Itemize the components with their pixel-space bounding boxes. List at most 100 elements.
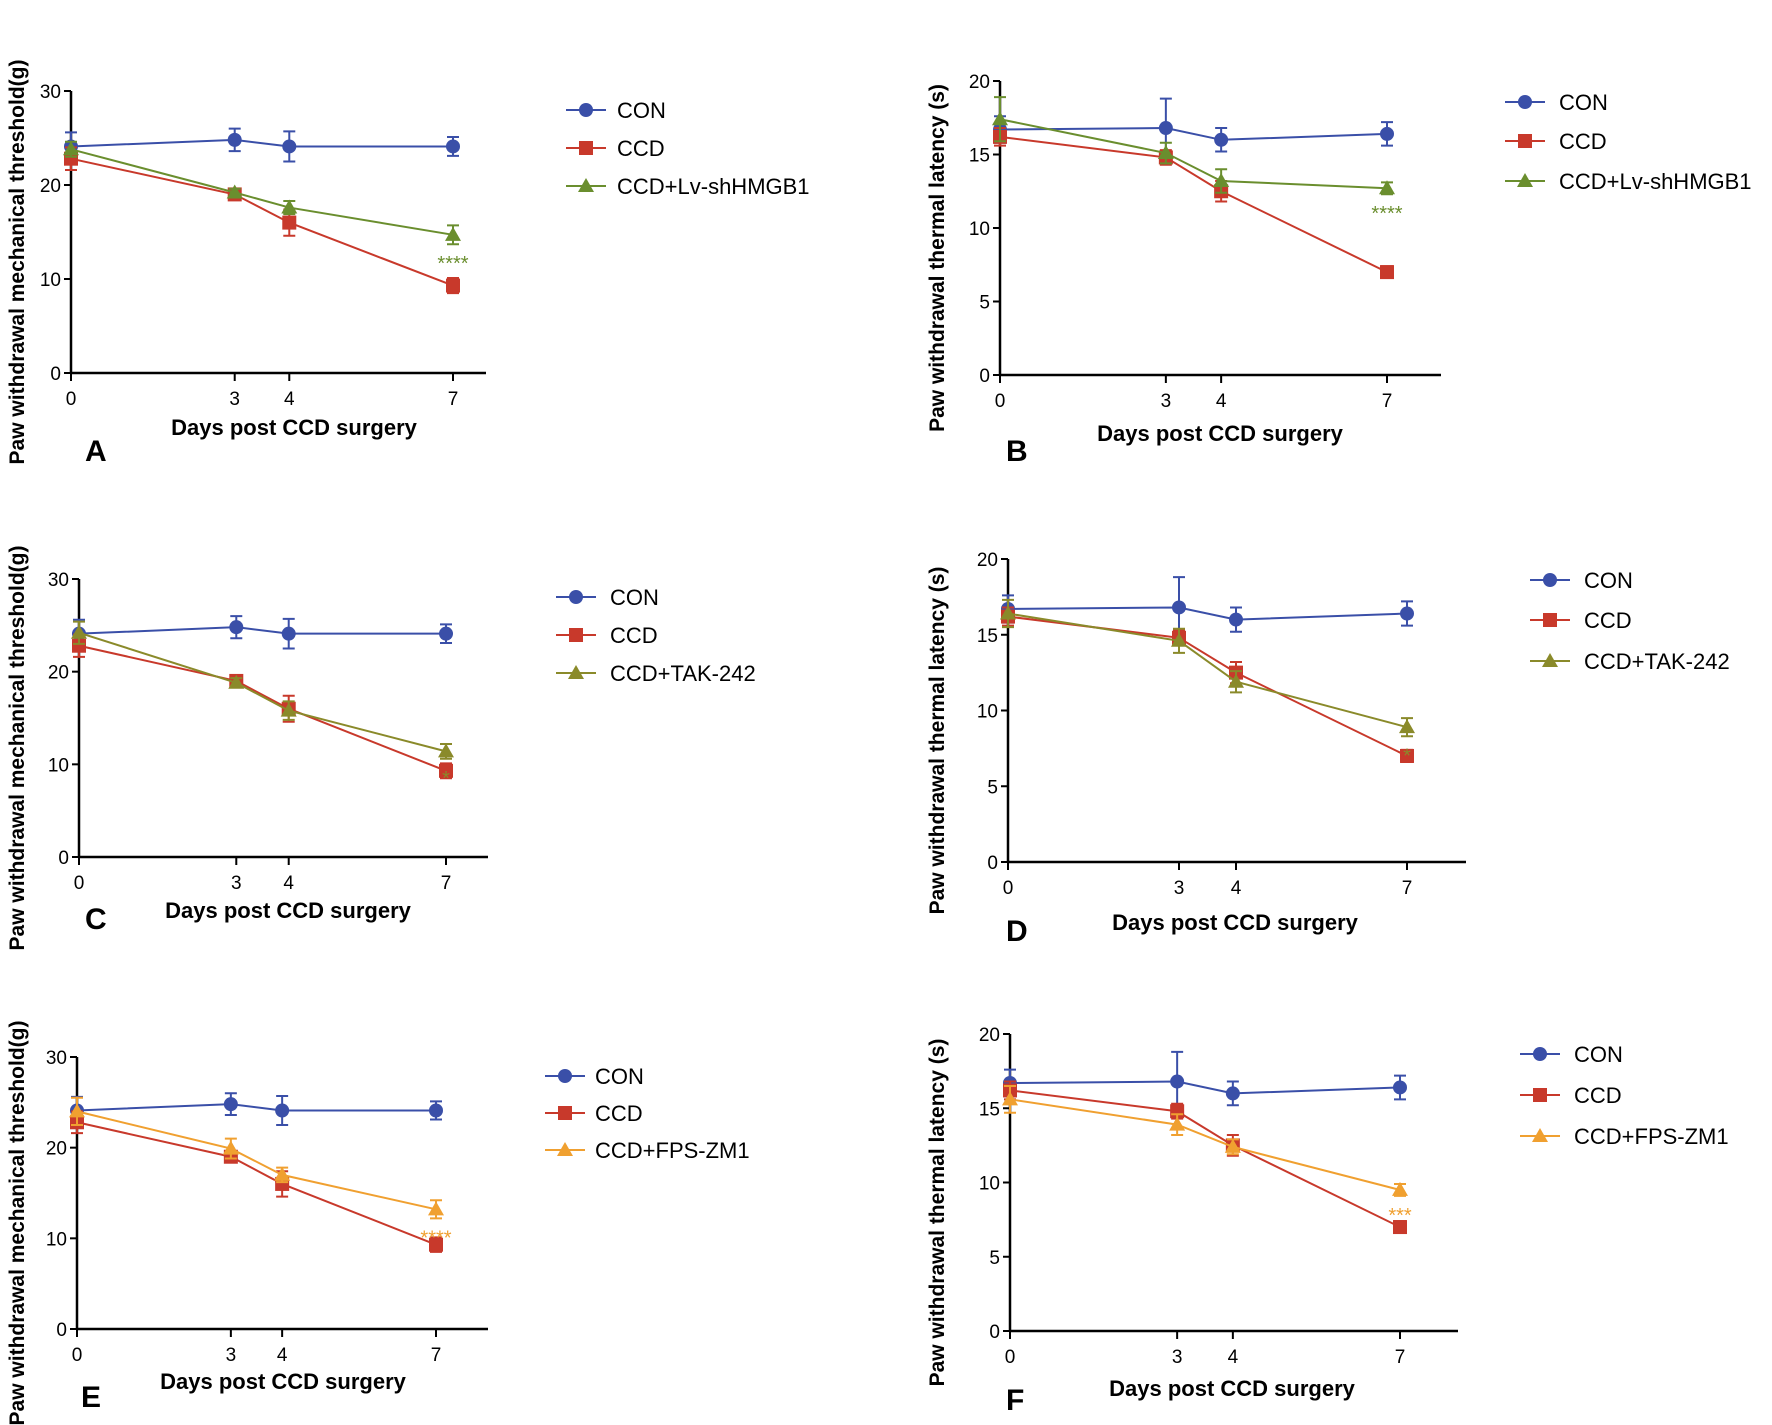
data-point	[1229, 612, 1243, 627]
data-point	[428, 1201, 444, 1216]
series-ccd	[70, 1110, 443, 1253]
data-point	[63, 141, 79, 156]
legend-marker	[1543, 613, 1557, 627]
significance-annotation: *	[1403, 745, 1411, 767]
series-con	[72, 615, 453, 650]
y-tick-label: 15	[969, 146, 990, 167]
series-line	[78, 644, 447, 772]
y-tick-label: 30	[40, 82, 61, 103]
series-ccd-tak-242	[71, 620, 454, 760]
panel-a: 0 10 20 30 0 3 4 7 Days post CCD surgery Paw with…	[6, 60, 810, 468]
legend-label: CCD	[1574, 1083, 1622, 1108]
legend-marker	[1517, 173, 1533, 187]
series-ccd-lv-shhmgb1	[63, 140, 461, 246]
legend-marker	[569, 628, 583, 642]
series-ccd-tak-242	[1000, 598, 1415, 738]
legend-label: CCD+FPS-ZM1	[595, 1138, 750, 1163]
significance-annotation: ***	[1388, 1205, 1412, 1227]
data-point	[429, 1103, 443, 1118]
series-line	[1009, 1098, 1401, 1191]
data-point	[1224, 1138, 1241, 1153]
series-line	[999, 118, 1388, 190]
legend-marker	[558, 1069, 572, 1083]
x-tick-label: 7	[1402, 878, 1413, 899]
y-tick-label: 30	[48, 570, 69, 591]
y-tick-label: 15	[977, 626, 998, 647]
data-point	[226, 184, 243, 199]
y-tick-label: 10	[979, 1174, 1000, 1195]
data-point	[445, 226, 461, 241]
data-point	[281, 626, 296, 641]
data-point	[1002, 1091, 1018, 1106]
legend-marker	[579, 103, 593, 117]
y-tick-label: 20	[40, 176, 61, 197]
x-tick-label: 3	[1172, 1347, 1183, 1368]
data-point	[282, 139, 297, 154]
significance-annotation: ****	[437, 253, 468, 275]
x-tick-label: 3	[231, 873, 242, 894]
series-line	[78, 631, 447, 753]
y-tick-label: 30	[46, 1048, 67, 1069]
legend-label: CON	[1574, 1042, 1623, 1067]
series-con	[70, 1092, 443, 1126]
x-tick-label: 4	[283, 873, 294, 894]
series-ccd-lv-shhmgb1	[992, 96, 1395, 196]
data-point	[1393, 1220, 1407, 1235]
x-tick-label: 0	[995, 391, 1006, 412]
series-line	[76, 1103, 436, 1112]
panel-b: 0 5 10 15 20 0 3 4 7 Days post CCD surgery Paw wit…	[926, 72, 1752, 468]
data-point	[1228, 673, 1244, 688]
series-line	[76, 1121, 437, 1246]
data-point	[275, 1103, 290, 1118]
series-con	[64, 127, 460, 163]
panel-label: C	[85, 903, 107, 936]
legend-marker	[1533, 1047, 1547, 1061]
x-tick-label: 0	[1003, 878, 1014, 899]
y-axis-label: Paw withdrawal mechanical threshold(g)	[6, 60, 29, 465]
y-tick-label: 10	[46, 1229, 67, 1250]
y-tick-label: 20	[979, 1025, 1000, 1046]
legend-label: CCD	[1559, 129, 1607, 154]
legend-label: CCD+Lv-shHMGB1	[1559, 169, 1752, 194]
series-line	[999, 127, 1388, 141]
data-point	[280, 702, 297, 717]
legend-label: CON	[610, 585, 659, 610]
data-point	[1400, 748, 1414, 763]
y-axis-label: Paw withdrawal thermal latency (s)	[926, 84, 949, 432]
significance-annotation: ****	[420, 1227, 451, 1249]
data-point	[1379, 180, 1395, 195]
data-point	[1400, 606, 1414, 621]
data-point	[1169, 1116, 1186, 1131]
x-tick-label: 3	[229, 389, 240, 410]
legend-label: CCD+TAK-242	[1584, 649, 1730, 674]
data-point	[274, 1166, 291, 1181]
data-point	[1399, 719, 1415, 734]
data-point	[1214, 132, 1229, 147]
y-tick-label: 10	[48, 755, 69, 776]
series-ccd	[72, 633, 453, 780]
x-tick-label: 7	[1395, 1347, 1406, 1368]
series-con	[1001, 576, 1414, 639]
data-point	[438, 743, 454, 758]
y-tick-label: 20	[48, 663, 69, 684]
series-line	[78, 626, 446, 635]
legend-label: CCD+FPS-ZM1	[1574, 1124, 1729, 1149]
series-line	[1007, 612, 1408, 729]
data-point	[228, 674, 245, 689]
data-point	[439, 626, 453, 641]
series-ccd-fps-zm1	[69, 1096, 444, 1220]
series-ccd-fps-zm1	[1002, 1084, 1408, 1197]
data-point	[69, 1103, 85, 1118]
data-point	[1392, 1181, 1408, 1196]
data-point	[1380, 265, 1394, 280]
y-tick-label: 0	[58, 848, 69, 869]
legend-label: CCD	[610, 623, 658, 648]
series-ccd	[993, 127, 1394, 280]
x-axis-label: Days post CCD surgery	[1112, 910, 1359, 935]
y-tick-label: 5	[987, 777, 998, 798]
series-line	[1009, 1080, 1401, 1095]
data-point	[1393, 1080, 1407, 1095]
data-point	[1000, 605, 1016, 620]
data-point	[227, 132, 242, 147]
x-tick-label: 7	[431, 1345, 442, 1366]
